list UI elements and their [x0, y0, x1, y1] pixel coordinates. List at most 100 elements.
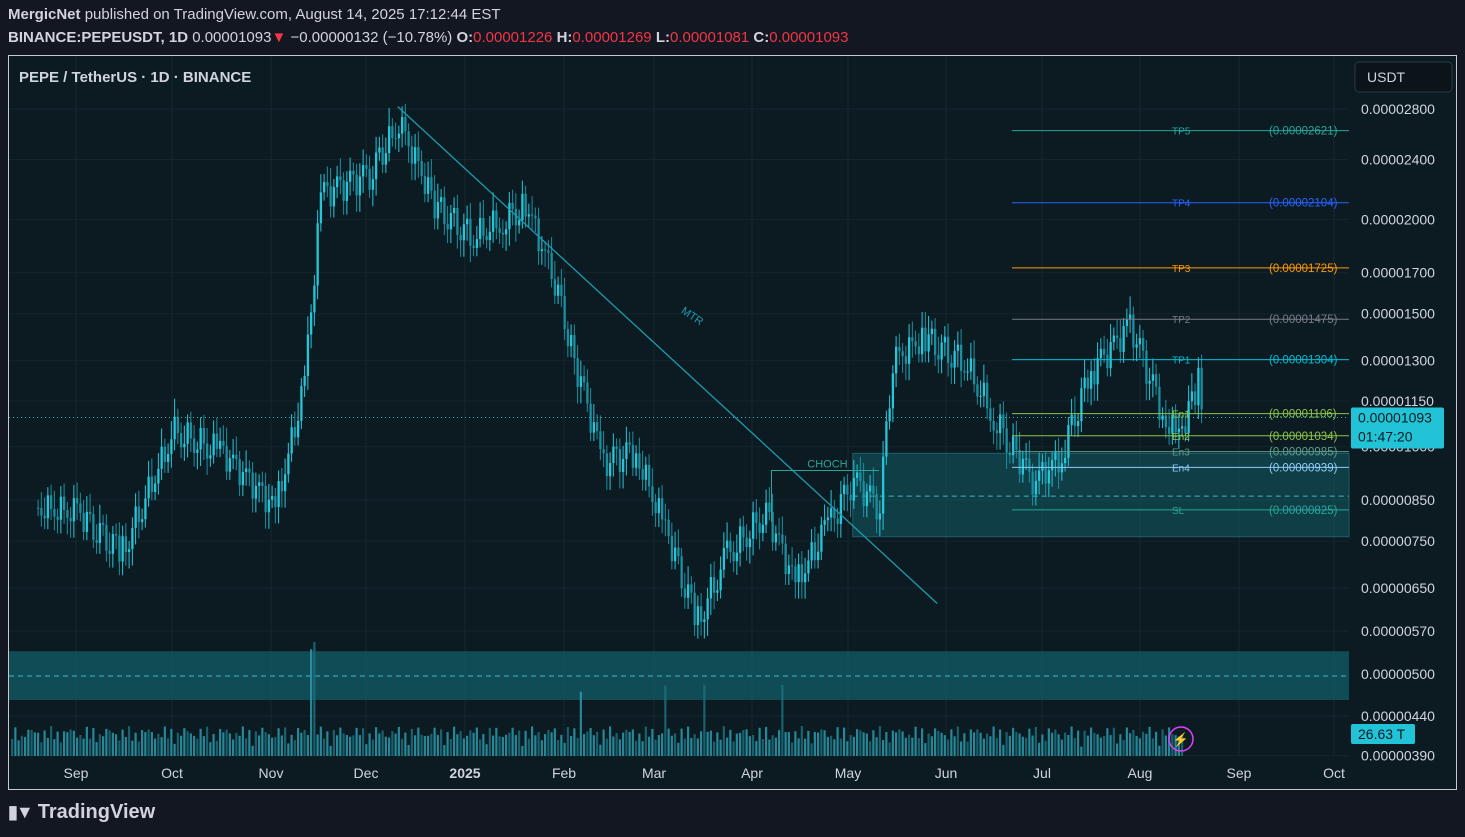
candle-body: [1054, 450, 1057, 461]
candle-body: [862, 481, 865, 507]
volume-bar: [1038, 742, 1041, 756]
publisher-name[interactable]: MergicNet: [8, 6, 81, 23]
volume-bar: [290, 734, 293, 756]
volume-bar: [1106, 728, 1109, 756]
volume-bar: [482, 734, 485, 756]
currency-button-label[interactable]: USDT: [1367, 69, 1406, 85]
volume-bar: [1018, 733, 1021, 756]
volume-bar: [1015, 731, 1018, 756]
candle-body: [1057, 450, 1060, 473]
candle-body: [1086, 377, 1090, 389]
candle-body: [1012, 436, 1015, 456]
candle-body: [1161, 415, 1164, 420]
volume-bar: [297, 727, 300, 756]
volume-bar: [748, 736, 751, 756]
candle-body: [911, 337, 914, 342]
candle-body: [953, 350, 956, 368]
candle-body: [641, 469, 644, 480]
chart-frame[interactable]: MTR CHOCH TP5 (0.00002621) TP4 (0.00002104) TP…: [8, 55, 1457, 790]
candle-body: [342, 180, 345, 201]
volume-bar: [696, 738, 699, 756]
volume-bar: [683, 738, 686, 756]
volume-bar: [969, 729, 972, 756]
volume-bar: [953, 736, 956, 756]
volume-bar: [193, 735, 196, 756]
candle-body: [407, 131, 410, 147]
candle-body: [609, 462, 612, 477]
volume-bar: [407, 744, 410, 756]
volume-bar: [1025, 737, 1028, 756]
level-value: (0.00002104): [1269, 198, 1338, 210]
volume-bar: [924, 743, 927, 756]
volume-bar: [709, 730, 712, 756]
volume-bar: [1051, 732, 1054, 756]
volume-bar: [277, 728, 280, 756]
candle-body: [810, 542, 813, 561]
candle-body: [189, 422, 193, 439]
price-tick-label: 0.00000390: [1361, 748, 1435, 764]
countdown-label: 01:47:20: [1358, 429, 1413, 445]
volume-bar: [514, 734, 517, 756]
candle-body: [540, 249, 544, 252]
candle-body: [807, 560, 810, 574]
volume-bar: [1031, 735, 1034, 756]
volume-bar: [628, 731, 631, 756]
volume-bar: [596, 731, 599, 756]
candle-body: [332, 187, 336, 207]
candle-body: [134, 506, 137, 528]
candle-body: [459, 234, 462, 241]
candle-body: [121, 536, 124, 562]
candle-body: [108, 550, 111, 554]
volume-bar: [219, 728, 222, 756]
volume-bar: [531, 726, 534, 756]
candle-body: [917, 346, 921, 355]
volume-bar: [856, 729, 859, 756]
volume-bar: [144, 732, 147, 756]
candle-body: [430, 177, 433, 191]
volume-bar: [882, 740, 885, 756]
candle-body: [241, 471, 245, 486]
volume-bar: [774, 737, 777, 756]
volume-bar: [440, 729, 443, 756]
volume-bar: [69, 729, 72, 756]
volume-bar: [797, 738, 800, 756]
volume-bar: [901, 731, 904, 756]
candle-body: [566, 329, 570, 347]
candle-body: [170, 439, 173, 454]
candle-body: [995, 430, 999, 434]
volume-bar: [287, 743, 290, 756]
lightning-icon[interactable]: [1168, 726, 1194, 752]
brand-name: TradingView: [37, 801, 156, 823]
candle-body: [557, 284, 560, 296]
volume-bar: [128, 726, 131, 756]
candle-body: [313, 285, 316, 313]
candle-body: [690, 584, 693, 593]
choch-label: CHOCH: [807, 459, 847, 471]
volume-bar: [878, 726, 881, 756]
candle-body: [836, 518, 839, 524]
candle-body: [423, 176, 427, 194]
candle-body: [1008, 452, 1012, 456]
volume-bar: [865, 733, 868, 756]
volume-bar: [765, 726, 768, 756]
candle-body: [420, 161, 423, 177]
candle-body: [852, 478, 856, 501]
volume-bar: [310, 649, 313, 756]
candle-body: [537, 218, 540, 252]
candle-body: [1164, 415, 1168, 428]
mtr-trendline[interactable]: [397, 106, 938, 604]
level-name: TP4: [1172, 199, 1191, 210]
volume-bar: [495, 727, 498, 756]
candle-body: [713, 577, 716, 593]
volume-bar: [703, 684, 706, 756]
candle-body: [124, 536, 128, 552]
candle-body: [1171, 414, 1174, 434]
candle-body: [586, 382, 589, 404]
candle-body: [966, 371, 969, 373]
volume-bar: [199, 728, 202, 756]
volume-bar: [732, 741, 735, 756]
volume-badge-value: 26.63 T: [1358, 726, 1406, 742]
candle-body: [284, 474, 287, 492]
currency-button[interactable]: [1354, 61, 1453, 93]
